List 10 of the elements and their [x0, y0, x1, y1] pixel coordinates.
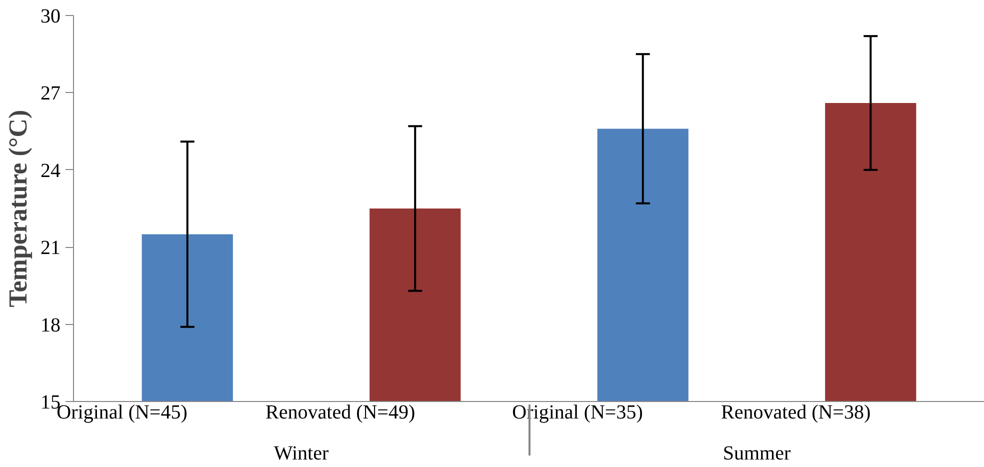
- y-tick-label: 18: [40, 314, 60, 336]
- y-axis-title: Temperature (°C): [4, 110, 32, 308]
- y-tick-label: 21: [40, 237, 60, 260]
- text: Winter: [274, 442, 329, 464]
- x-tick-label: Renovated (N=49): [266, 402, 416, 424]
- text: Summer: [722, 442, 791, 464]
- x-tick-label: Renovated (N=38): [721, 402, 871, 424]
- y-tick-label: 30: [40, 6, 60, 28]
- y-tick-label: 24: [40, 160, 60, 182]
- y-tick-label: 27: [40, 82, 60, 105]
